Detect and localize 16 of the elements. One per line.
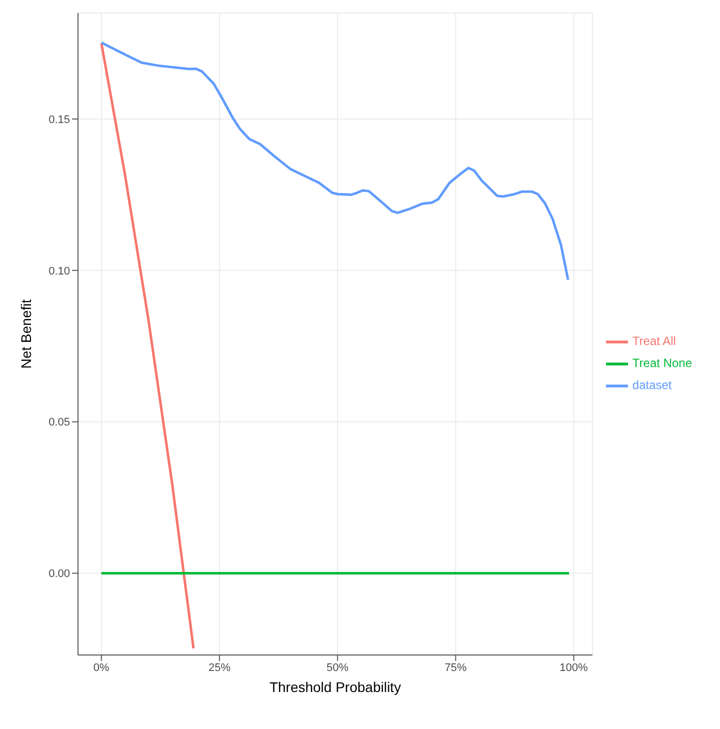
x-tick-label: 25% xyxy=(208,662,231,674)
x-tick-label: 0% xyxy=(93,662,110,674)
x-axis-title: Threshold Probability xyxy=(269,679,401,695)
line-series xyxy=(100,41,570,282)
y-tick-label: 0.00 xyxy=(48,568,70,580)
line-series xyxy=(100,42,195,650)
x-tick-label: 75% xyxy=(444,662,467,674)
x-tick-label: 50% xyxy=(326,662,349,674)
x-tick-label: 100% xyxy=(560,662,588,674)
legend-label: Treat None xyxy=(632,356,692,370)
y-tick-label: 0.05 xyxy=(48,416,70,429)
y-tick-label: 0.15 xyxy=(48,114,70,126)
y-tick-label: 0.10 xyxy=(48,265,70,278)
legend-label: Treat All xyxy=(632,334,676,348)
y-axis-title: Net Benefit xyxy=(18,299,34,369)
legend-label: dataset xyxy=(632,378,672,392)
